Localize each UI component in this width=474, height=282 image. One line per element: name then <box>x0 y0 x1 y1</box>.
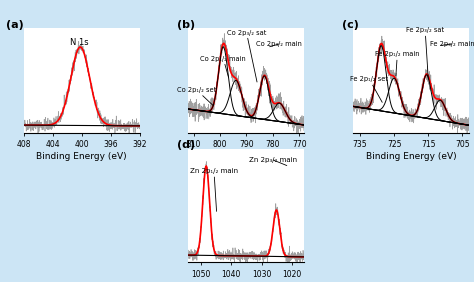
X-axis label: Binding Energy (eV): Binding Energy (eV) <box>201 152 292 161</box>
Text: Fe 2p₁/₂ main: Fe 2p₁/₂ main <box>375 51 419 76</box>
Text: (b): (b) <box>177 20 195 30</box>
X-axis label: Binding Energy (eV): Binding Energy (eV) <box>36 152 127 161</box>
X-axis label: Binding Energy (eV): Binding Energy (eV) <box>366 152 456 161</box>
Text: N 1s: N 1s <box>70 38 89 47</box>
Text: Zn 2p₁/₂ main: Zn 2p₁/₂ main <box>190 168 238 211</box>
Text: (c): (c) <box>342 20 358 30</box>
Text: (a): (a) <box>6 20 24 30</box>
Text: Fe 2p₁/₂ set: Fe 2p₁/₂ set <box>350 76 389 102</box>
Text: Fe 2p₃/₂ main: Fe 2p₃/₂ main <box>429 41 474 47</box>
Text: Zn 2p₃/₂ main: Zn 2p₃/₂ main <box>249 157 297 166</box>
Text: Co 2p₁/₂ set: Co 2p₁/₂ set <box>177 87 216 106</box>
Text: (d): (d) <box>177 140 195 150</box>
Text: Co 2p₃/₂ sat: Co 2p₃/₂ sat <box>227 30 266 82</box>
Text: Fe 2p₃/₂ sat: Fe 2p₃/₂ sat <box>406 27 444 79</box>
Text: Co 2p₃/₂ main: Co 2p₃/₂ main <box>256 41 302 47</box>
Text: Co 2p₁/₂ main: Co 2p₁/₂ main <box>201 56 246 77</box>
